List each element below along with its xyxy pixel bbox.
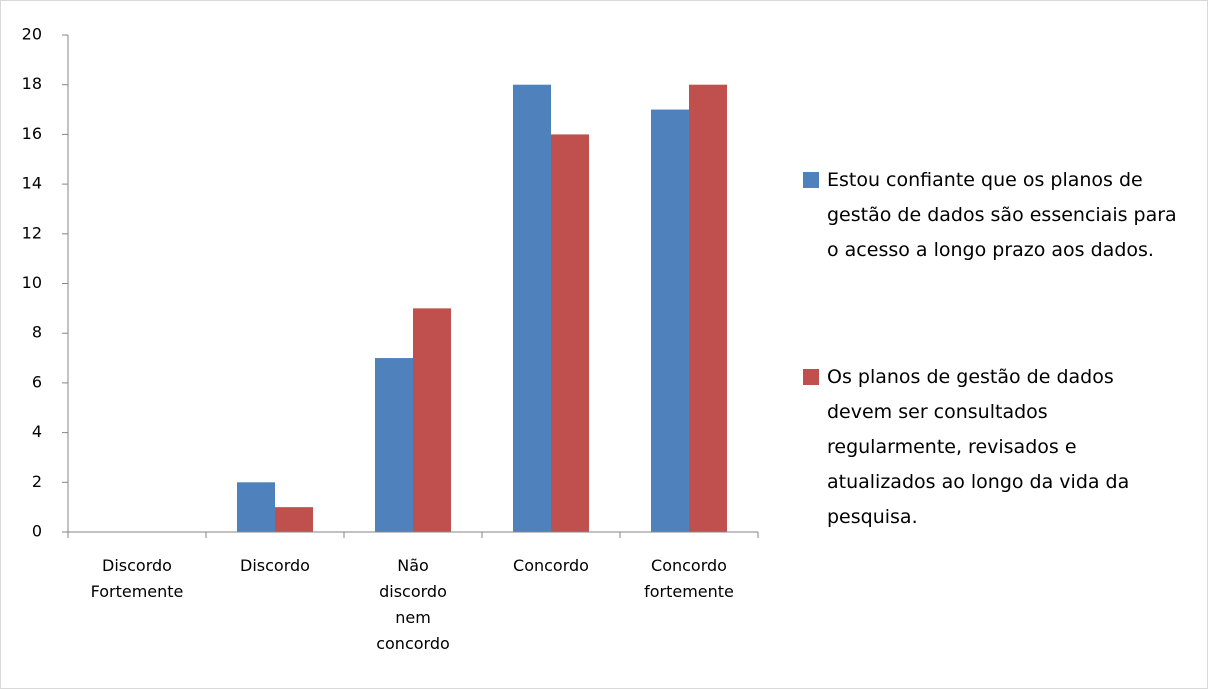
y-tick-label: 12 bbox=[22, 223, 42, 242]
bar bbox=[237, 482, 275, 532]
bar bbox=[413, 308, 451, 532]
y-tick-label: 20 bbox=[22, 25, 42, 44]
x-tick-label: Concordo bbox=[513, 556, 589, 575]
y-tick-label: 2 bbox=[32, 472, 42, 491]
y-tick-label: 8 bbox=[32, 323, 42, 342]
y-tick-label: 4 bbox=[32, 422, 42, 441]
legend-item: Os planos de gestão de dados devem ser c… bbox=[803, 360, 1183, 535]
y-tick-label: 14 bbox=[22, 174, 42, 193]
bar bbox=[513, 84, 551, 532]
y-tick-label: 6 bbox=[32, 372, 42, 391]
bar bbox=[689, 84, 727, 532]
x-tick-label: Concordo fortemente bbox=[644, 556, 734, 601]
bar bbox=[651, 109, 689, 533]
bar bbox=[551, 134, 589, 532]
x-tick-label: Não discordo nem concordo bbox=[376, 556, 450, 653]
x-tick-label: Discordo Fortemente bbox=[91, 556, 184, 601]
y-tick-label: 18 bbox=[22, 74, 42, 93]
bar bbox=[275, 507, 313, 532]
bar bbox=[375, 358, 413, 532]
x-tick-label: Discordo bbox=[240, 556, 310, 575]
legend-item: Estou confiante que os planos de gestão … bbox=[803, 163, 1183, 268]
y-tick-label: 10 bbox=[22, 273, 42, 292]
legend-label: Os planos de gestão de dados devem ser c… bbox=[827, 366, 1130, 528]
y-tick-label: 0 bbox=[32, 522, 42, 541]
y-tick-label: 16 bbox=[22, 124, 42, 143]
legend-swatch bbox=[803, 369, 819, 385]
legend-label: Estou confiante que os planos de gestão … bbox=[827, 169, 1177, 261]
legend-swatch bbox=[803, 172, 819, 188]
